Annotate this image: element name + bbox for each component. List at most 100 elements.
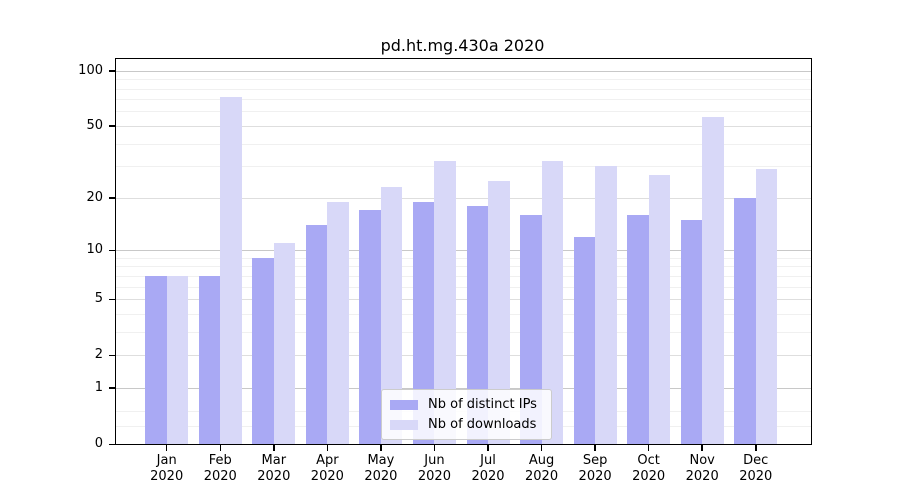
bar-downloads	[541, 161, 564, 444]
x-tick-year: 2020	[739, 469, 773, 484]
x-axis-tick-label: Aug 2020	[525, 453, 558, 485]
x-axis-tick	[273, 445, 275, 451]
gridline-minor	[116, 331, 811, 333]
x-axis-tick	[380, 445, 382, 451]
gridline-minor	[116, 79, 811, 81]
x-tick-year: 2020	[525, 469, 559, 484]
gridline-major	[116, 250, 811, 252]
x-axis-tick-label: Jun 2020	[418, 453, 451, 485]
x-tick-year: 2020	[310, 469, 344, 484]
bar-distinct-ips	[573, 236, 596, 444]
x-axis-tick	[755, 445, 757, 451]
x-axis-tick-label: Mar 2020	[257, 453, 290, 485]
bar-downloads	[648, 174, 671, 444]
y-axis-tick	[109, 354, 115, 357]
x-tick-month: Oct	[637, 453, 660, 468]
legend: Nb of distinct IPs Nb of downloads	[381, 389, 552, 440]
y-axis-tick	[109, 70, 115, 72]
bar-downloads	[273, 243, 296, 444]
bar-distinct-ips	[627, 214, 649, 444]
x-axis-tick-label: Feb 2020	[204, 453, 237, 485]
x-tick-month: Nov	[689, 453, 715, 468]
bar-downloads	[220, 96, 242, 444]
bar-downloads	[488, 180, 510, 444]
bar-distinct-ips	[466, 205, 488, 444]
bar-distinct-ips	[520, 214, 542, 444]
y-axis-tick-label: 10	[86, 242, 103, 258]
gridline-minor	[116, 111, 811, 113]
bar-downloads	[327, 201, 349, 444]
x-axis-tick-label: Oct 2020	[632, 453, 665, 485]
gridline-minor	[116, 313, 811, 315]
y-axis-tick-label: 5	[94, 291, 103, 307]
x-tick-month: Aug	[528, 453, 555, 468]
y-axis-tick	[109, 387, 115, 389]
x-tick-year: 2020	[685, 469, 719, 484]
bar-distinct-ips	[198, 275, 221, 444]
x-axis-tick	[326, 445, 329, 451]
x-axis-tick-label: May 2020	[364, 453, 397, 485]
y-axis-tick-label: 1	[94, 379, 103, 395]
gridline-major	[116, 355, 811, 357]
y-axis-tick	[109, 298, 115, 301]
gridline-minor	[116, 266, 811, 268]
gridline-minor	[116, 275, 811, 277]
x-tick-year: 2020	[203, 469, 237, 484]
gridline-major	[116, 70, 811, 72]
x-tick-month: Dec	[743, 453, 769, 468]
x-axis-tick	[487, 445, 489, 451]
y-axis-tick-label: 20	[86, 189, 103, 205]
gridline-major	[116, 299, 811, 301]
bar-distinct-ips	[412, 201, 435, 444]
y-axis-tick	[109, 125, 115, 127]
x-axis-tick	[647, 445, 650, 451]
x-tick-year: 2020	[364, 469, 398, 484]
legend-swatch	[390, 399, 418, 410]
x-tick-month: Sep	[582, 453, 608, 468]
legend-entry: Nb of distinct IPs	[390, 396, 537, 413]
x-axis-tick-label: Jul 2020	[471, 453, 504, 485]
x-tick-month: Jun	[424, 453, 445, 468]
x-tick-year: 2020	[471, 469, 505, 484]
bar-downloads	[434, 161, 456, 444]
bar-downloads	[702, 117, 724, 444]
y-axis-tick	[109, 249, 115, 252]
bar-distinct-ips	[359, 210, 381, 444]
gridline-minor	[116, 143, 811, 145]
gridline-major	[116, 125, 811, 127]
gridline-major	[116, 387, 811, 389]
y-axis-tick-label: 100	[78, 62, 103, 78]
y-axis-tick	[109, 197, 115, 199]
x-axis-tick-label: Sep 2020	[579, 453, 612, 485]
x-tick-month: Jan	[156, 453, 177, 468]
gridline-major	[116, 197, 811, 199]
x-axis-tick	[594, 445, 596, 451]
x-tick-month: Apr	[316, 453, 339, 468]
bar-downloads	[380, 186, 403, 444]
bar-distinct-ips	[145, 275, 167, 444]
gridline-minor	[116, 286, 811, 288]
x-tick-year: 2020	[150, 469, 184, 484]
x-tick-month: Feb	[208, 453, 232, 468]
y-axis-tick-label: 2	[94, 347, 103, 363]
gridline-minor	[116, 88, 811, 90]
x-axis-tick	[165, 445, 168, 451]
x-tick-month: Jul	[480, 453, 496, 468]
x-axis-tick	[433, 445, 436, 451]
legend-label: Nb of distinct IPs	[428, 397, 537, 412]
x-tick-year: 2020	[578, 469, 612, 484]
gridline-minor	[116, 166, 811, 168]
bar-downloads	[755, 168, 778, 444]
bar-distinct-ips	[305, 224, 328, 444]
x-axis-tick-label: Jan 2020	[150, 453, 183, 485]
legend-label: Nb of downloads	[428, 417, 537, 432]
x-axis-tick-label: Apr 2020	[311, 453, 344, 485]
y-axis-tick-label: 50	[86, 117, 103, 133]
x-axis-tick	[219, 445, 221, 451]
legend-entry: Nb of downloads	[390, 416, 537, 433]
x-tick-year: 2020	[417, 469, 451, 484]
chart-title: pd.ht.mg.430a 2020	[380, 36, 545, 55]
bar-downloads	[166, 275, 189, 444]
bar-downloads	[595, 166, 617, 444]
